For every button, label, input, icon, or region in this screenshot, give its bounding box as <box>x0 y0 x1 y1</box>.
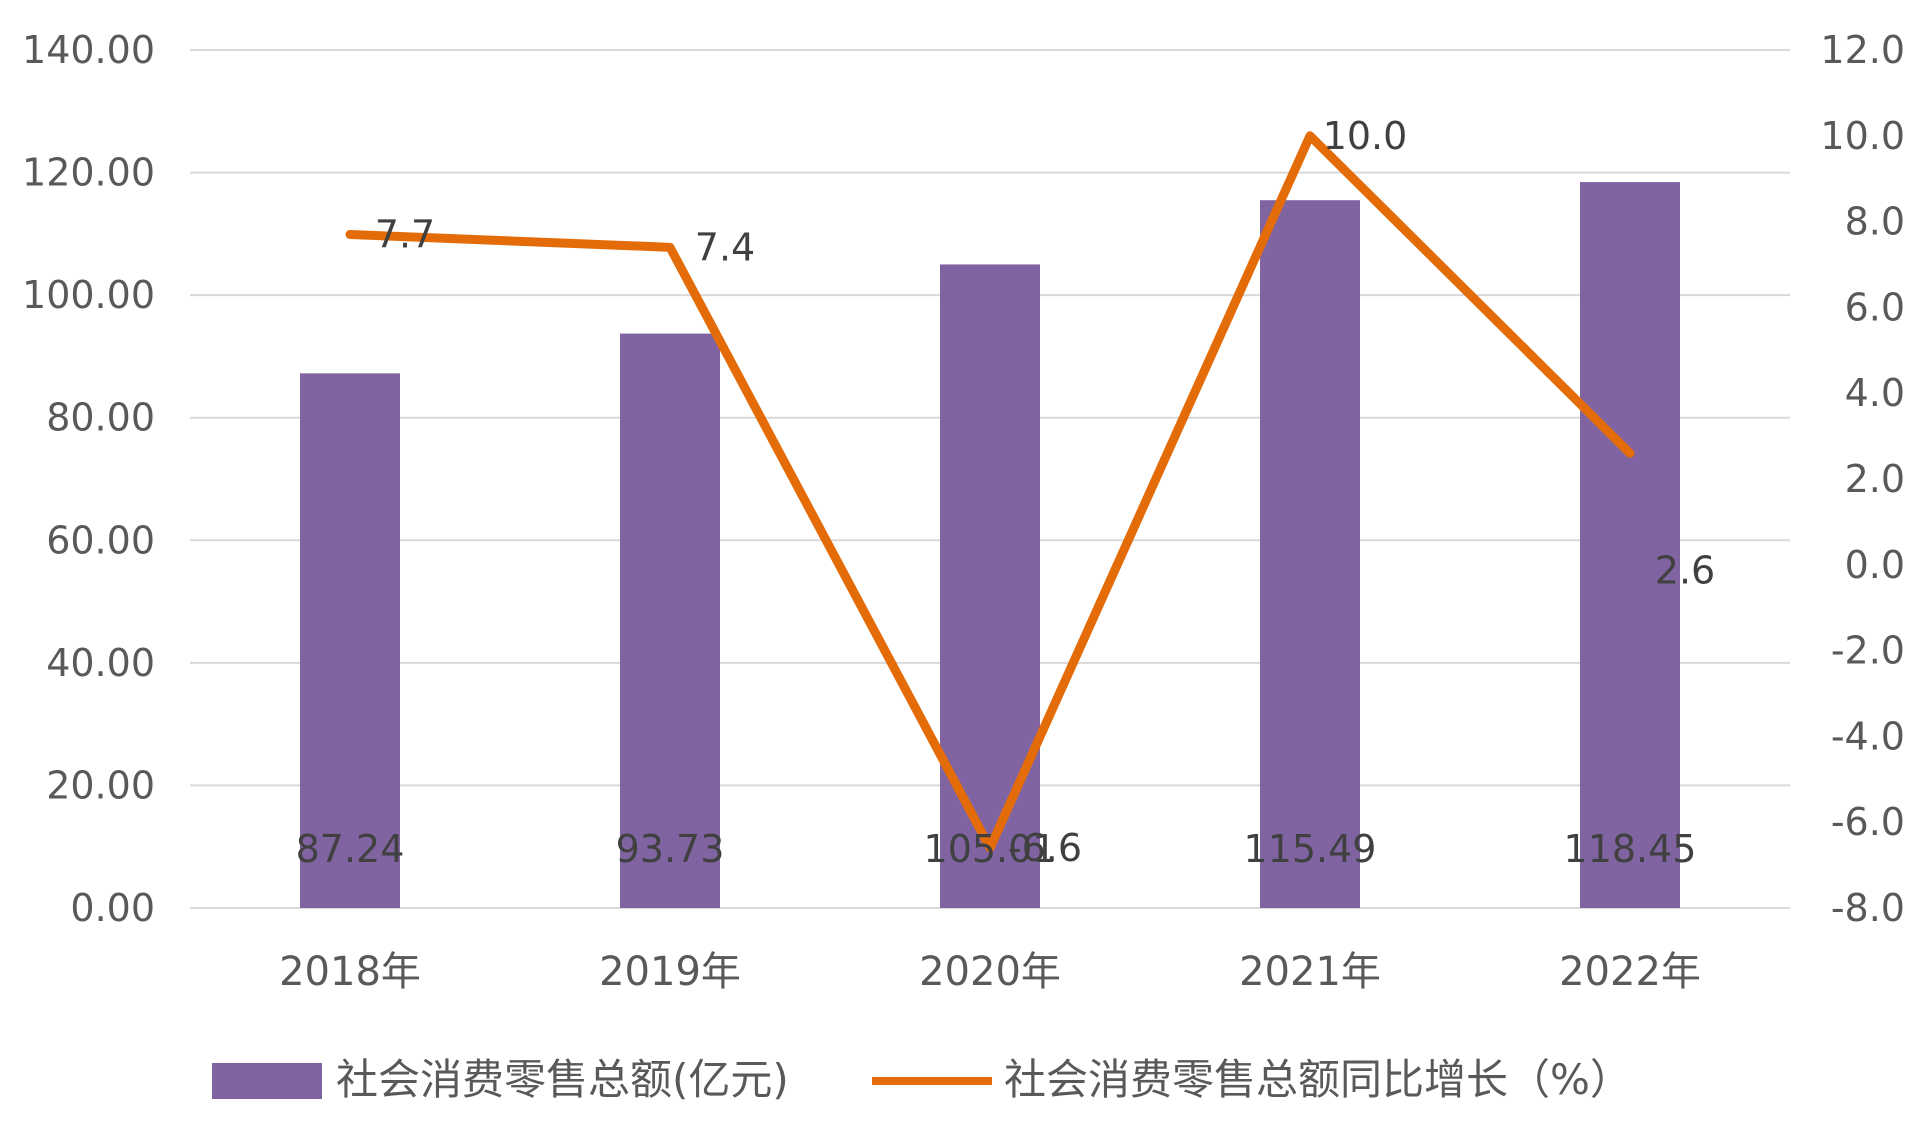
legend-line-label: 社会消费零售总额同比增长（%） <box>1004 1055 1632 1104</box>
line-data-labels: 7.7 7.4 -6.6 10.0 2.6 <box>375 114 1715 870</box>
left-tick-label: 40.00 <box>46 641 155 685</box>
right-tick-label: 2.0 <box>1845 457 1905 501</box>
x-axis: 2018年 2019年 2020年 2021年 2022年 <box>279 949 1701 995</box>
bar <box>300 373 400 909</box>
x-tick-label: 2019年 <box>599 949 741 995</box>
left-tick-label: 0.00 <box>70 886 155 930</box>
legend-bar-swatch <box>212 1063 322 1099</box>
bar <box>620 333 720 909</box>
right-tick-label: -6.0 <box>1831 800 1905 844</box>
bar-data-label: 115.49 <box>1244 827 1377 871</box>
left-tick-label: 60.00 <box>46 518 155 562</box>
left-tick-label: 100.00 <box>22 273 155 317</box>
bar-data-label: 105.01 <box>924 827 1057 871</box>
bar <box>940 264 1040 908</box>
line-data-label: -6.6 <box>1008 826 1082 870</box>
legend: 社会消费零售总额(亿元) 社会消费零售总额同比增长（%） <box>212 1055 1632 1104</box>
right-tick-label: -8.0 <box>1831 886 1905 930</box>
line-data-label: 2.6 <box>1655 548 1715 592</box>
bar-series <box>300 182 1680 909</box>
left-tick-label: 140.00 <box>22 28 155 72</box>
right-tick-label: -4.0 <box>1831 714 1905 758</box>
right-tick-label: 6.0 <box>1845 285 1905 329</box>
left-tick-label: 20.00 <box>46 763 155 807</box>
bar <box>1580 182 1680 909</box>
legend-bar-label: 社会消费零售总额(亿元) <box>336 1055 789 1104</box>
left-tick-label: 80.00 <box>46 396 155 440</box>
line-point <box>666 243 674 252</box>
bar-data-labels: 87.24 93.73 105.01 115.49 118.45 <box>296 827 1697 871</box>
bar <box>1260 200 1360 908</box>
right-tick-label: 12.0 <box>1820 28 1905 72</box>
right-tick-label: -2.0 <box>1831 629 1905 673</box>
line-data-label: 10.0 <box>1323 114 1408 158</box>
line-data-label: 7.7 <box>375 212 435 256</box>
right-tick-label: 10.0 <box>1820 114 1905 158</box>
x-tick-label: 2021年 <box>1239 949 1381 995</box>
bar-data-label: 87.24 <box>296 827 405 871</box>
line-point <box>1306 131 1314 140</box>
bar-data-label: 93.73 <box>616 827 725 871</box>
x-tick-label: 2020年 <box>919 949 1061 995</box>
line-point <box>1626 449 1634 458</box>
right-tick-label: 4.0 <box>1845 371 1905 415</box>
right-tick-label: 8.0 <box>1845 200 1905 244</box>
line-data-label: 7.4 <box>695 225 755 269</box>
right-y-axis: -8.0 -6.0 -4.0 -2.0 0.0 2.0 4.0 6.0 8.0 10.0 12.0 <box>1820 28 1905 930</box>
line-point <box>346 230 354 239</box>
x-tick-label: 2022年 <box>1559 949 1701 995</box>
right-tick-label: 0.0 <box>1845 543 1905 587</box>
left-y-axis: 0.00 20.00 40.00 60.00 80.00 100.00 120.00 140.… <box>22 28 155 930</box>
left-tick-label: 120.00 <box>22 151 155 195</box>
line-point <box>986 843 994 852</box>
bar-data-label: 118.45 <box>1564 827 1697 871</box>
line-series <box>345 131 1635 853</box>
x-tick-label: 2018年 <box>279 949 421 995</box>
